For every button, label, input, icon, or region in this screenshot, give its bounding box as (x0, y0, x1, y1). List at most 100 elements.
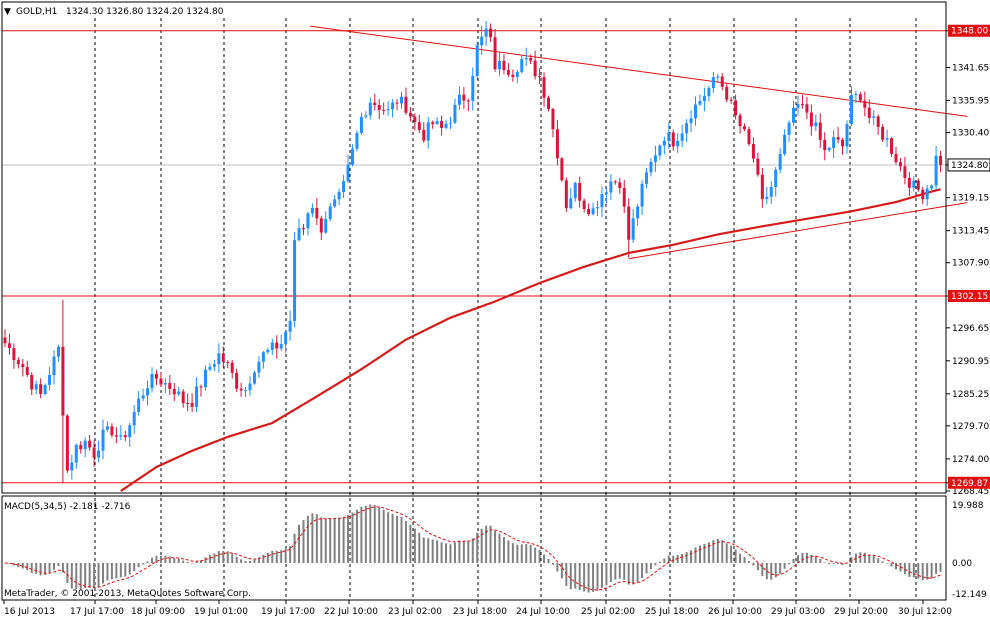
candlestick (890, 137, 894, 157)
candlestick (662, 136, 666, 155)
candle-body (564, 180, 568, 209)
macd-histogram-bar (79, 563, 82, 590)
candle-body (252, 372, 256, 384)
candlestick (885, 129, 889, 148)
macd-histogram-bar (26, 563, 29, 571)
macd-histogram-bar (155, 555, 158, 563)
candlestick (729, 96, 733, 105)
candle-body (244, 390, 248, 392)
candlestick (867, 99, 871, 124)
candlestick (591, 202, 595, 216)
candle-body (105, 426, 109, 430)
candlestick (916, 178, 920, 192)
candlestick (907, 172, 911, 197)
candlestick (39, 378, 43, 399)
symbol-dropdown-icon[interactable]: ▼ (4, 7, 11, 17)
candle-body (573, 182, 577, 199)
candlestick (694, 96, 698, 126)
macd-histogram-bar (632, 563, 635, 585)
macd-histogram-bar (658, 561, 661, 563)
macd-histogram-bar (110, 563, 113, 580)
candlestick (315, 198, 319, 225)
candlestick (163, 378, 167, 394)
macd-histogram-bar (868, 554, 871, 563)
chart-frame (1, 1, 947, 601)
candlestick (653, 145, 657, 172)
candlestick (212, 359, 216, 372)
candlestick (511, 69, 515, 82)
candle-body (440, 121, 444, 128)
candle-body (355, 132, 359, 149)
macd-histogram-bar (249, 561, 252, 563)
candlestick (569, 188, 573, 210)
candlestick (56, 344, 60, 362)
candle-body (796, 104, 800, 108)
candle-body (177, 391, 181, 395)
macd-histogram-bar (75, 563, 78, 590)
candlestick (270, 338, 274, 355)
macd-histogram-bar (137, 563, 140, 568)
y-axis-tick-label: 1341.65 (952, 63, 989, 73)
candle-body (511, 74, 515, 78)
macd-label: MACD(5,34,5) -2.181 -2.716 (4, 502, 131, 512)
candle-body (814, 122, 818, 127)
candlestick (849, 86, 853, 127)
candlestick (680, 124, 684, 148)
candle-body (163, 383, 167, 385)
candle-body (854, 94, 858, 96)
macd-histogram-bar (8, 563, 11, 564)
copyright-text: MetaTrader, © 2001-2013, MetaQuotes Soft… (4, 589, 251, 599)
candle-body (845, 124, 849, 147)
x-axis-tick-label: 30 Jul 12:00 (898, 607, 952, 617)
level-price-badge (948, 24, 990, 37)
x-axis-tick-label: 17 Jul 17:00 (70, 607, 124, 617)
candlestick (760, 167, 764, 208)
macd-histogram-bar (814, 555, 817, 563)
candle-body (114, 435, 118, 437)
candlestick (783, 129, 787, 156)
macd-histogram-bar (828, 563, 831, 565)
candle-body (912, 180, 916, 188)
candle-body (716, 76, 720, 78)
candle-body (21, 364, 25, 368)
candle-body (310, 207, 314, 214)
candle-body (288, 320, 292, 332)
candle-body (707, 88, 711, 97)
macd-histogram-bar (133, 563, 136, 572)
candlestick (609, 174, 613, 201)
level-price-badge-label: 1269.87 (951, 479, 988, 489)
macd-histogram-bar (142, 563, 145, 565)
candle-body (792, 107, 796, 123)
candlestick (88, 434, 92, 451)
candlestick (110, 423, 114, 438)
candlestick (181, 388, 185, 408)
candle-body (141, 395, 145, 399)
macd-histogram-bar (881, 561, 884, 563)
candlestick (199, 384, 203, 397)
candlestick (898, 158, 902, 172)
candle-body (235, 372, 239, 389)
candle-body (547, 97, 551, 110)
candlestick (858, 91, 862, 103)
candlestick (208, 363, 212, 372)
macd-histogram-bar (792, 558, 795, 563)
candle-body (79, 444, 83, 450)
candle-body (168, 383, 172, 389)
candlestick (83, 437, 87, 458)
candlestick (636, 203, 640, 226)
macd-histogram-bar (872, 555, 875, 563)
candle-body (711, 77, 715, 89)
candlestick (912, 176, 916, 192)
macd-histogram-bar (645, 563, 648, 574)
candle-body (88, 440, 92, 448)
macd-histogram-bar (453, 542, 456, 563)
candle-body (7, 343, 11, 349)
candlestick (203, 365, 207, 391)
candlestick (538, 68, 542, 85)
macd-histogram-bar (266, 552, 269, 563)
candle-body (399, 96, 403, 104)
candlestick (444, 119, 448, 130)
candle-body (391, 102, 395, 110)
candlestick (578, 176, 582, 208)
candle-body (836, 137, 840, 140)
